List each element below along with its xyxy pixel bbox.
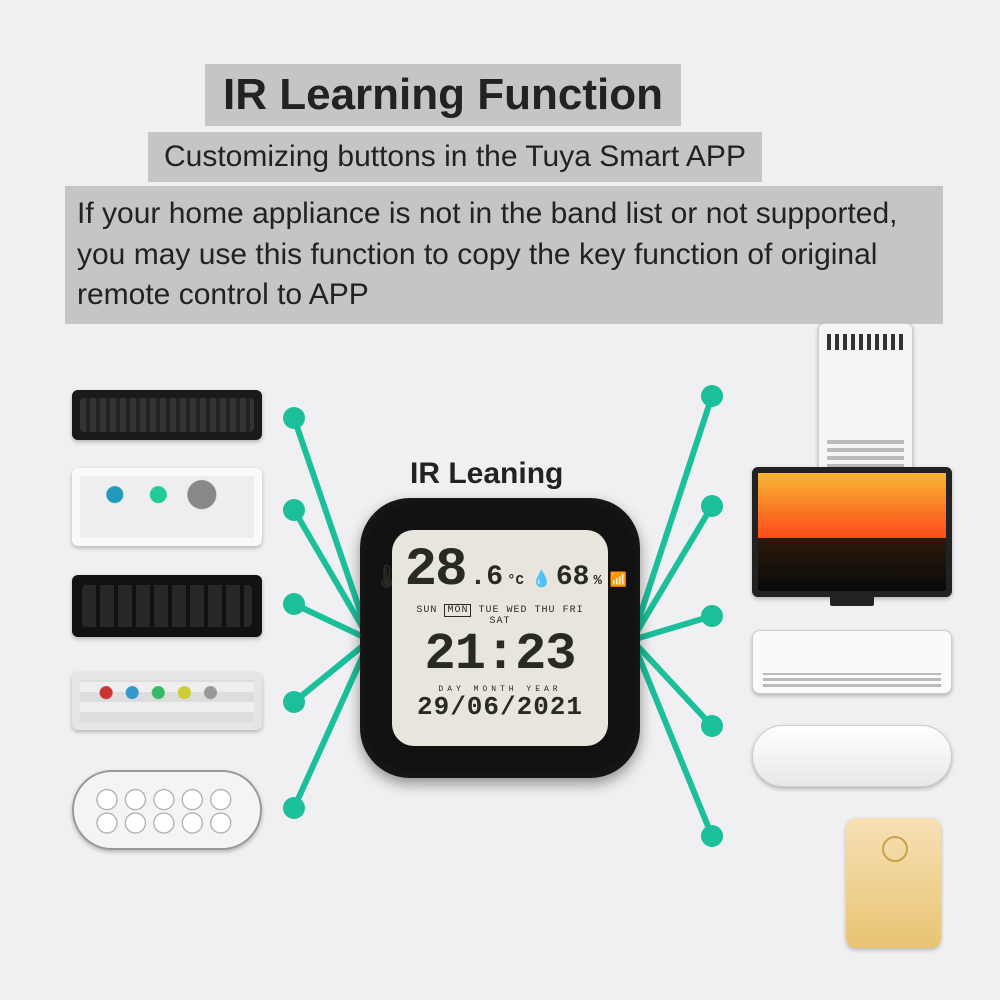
ac-remote-white [72, 468, 262, 546]
day-sun: SUN [416, 605, 437, 616]
wifi-icon: 📶 [610, 572, 627, 589]
air-purifier [846, 818, 941, 948]
day-mon: MON [444, 604, 471, 617]
tv-stand [830, 596, 874, 606]
thermometer-icon: 🌡 [373, 565, 401, 591]
universal-remote-grey [72, 672, 262, 730]
droplet-icon: 💧 [532, 569, 552, 589]
day-fri: FRI [563, 605, 584, 616]
center-label: IR Leaning [410, 457, 563, 491]
water-heater [752, 725, 952, 787]
split-ac [752, 630, 952, 694]
title-box: IR Learning Function [205, 64, 681, 126]
oval-remote-white [72, 770, 262, 850]
tv [752, 467, 952, 597]
body-box: If your home appliance is not in the ban… [65, 186, 943, 324]
temperature-unit: °C [507, 573, 524, 589]
humidity-unit: % [593, 573, 601, 589]
screen-time: 21:23 [404, 629, 596, 681]
screen-date: 29/06/2021 [404, 694, 596, 720]
temperature-decimal: .6 [469, 562, 503, 593]
subtitle-box: Customizing buttons in the Tuya Smart AP… [148, 132, 762, 182]
day-thu: THU [535, 605, 556, 616]
day-tue: TUE [478, 605, 499, 616]
humidity-value: 68 [556, 562, 590, 593]
screen-top-row: 🌡 28 .6 °C 💧 68 % 📶 [404, 540, 596, 601]
subtitle-text: Customizing buttons in the Tuya Smart AP… [164, 140, 746, 173]
body-text: If your home appliance is not in the ban… [77, 197, 898, 311]
center-label-text: IR Leaning [410, 457, 563, 490]
tv-remote-black [72, 390, 262, 440]
title-text: IR Learning Function [223, 70, 663, 119]
settop-remote-black [72, 575, 262, 637]
hub-screen: 🌡 28 .6 °C 💧 68 % 📶 SUN MON TUE WED THU … [392, 530, 608, 746]
portable-ac [818, 323, 913, 483]
temperature-value: 28 [405, 540, 466, 601]
ir-hub-device: 🌡 28 .6 °C 💧 68 % 📶 SUN MON TUE WED THU … [360, 498, 640, 778]
day-wed: WED [507, 605, 528, 616]
screen-days: SUN MON TUE WED THU FRI SAT [404, 605, 596, 627]
